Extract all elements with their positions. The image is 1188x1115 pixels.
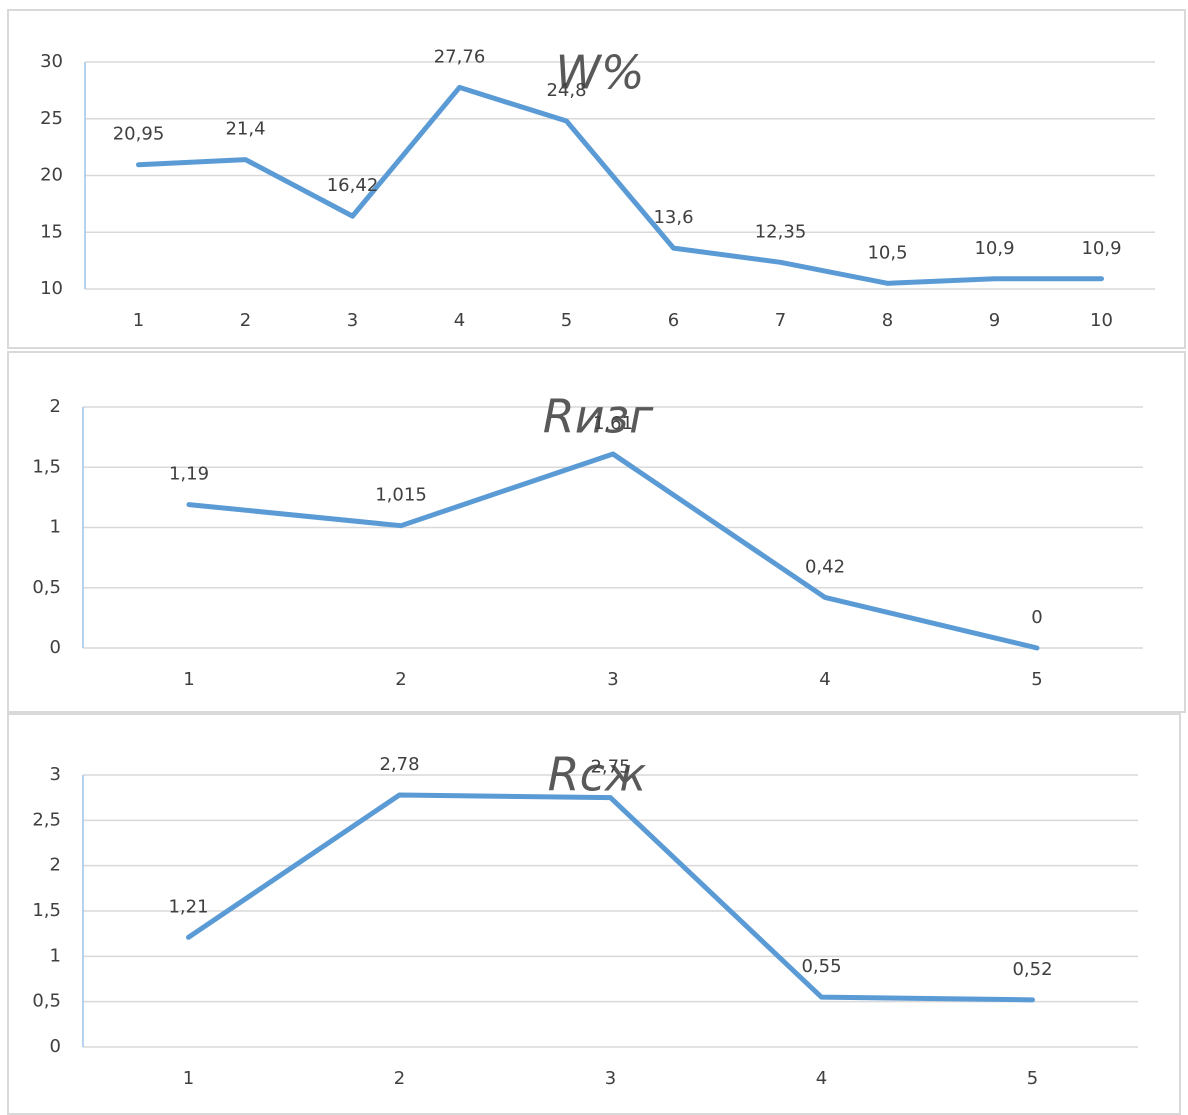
data-label: 2,75 — [590, 757, 630, 778]
x-tick-label: 5 — [1031, 669, 1042, 690]
y-tick-label: 25 — [40, 108, 63, 129]
data-label: 0,55 — [801, 956, 841, 977]
chart-frame — [7, 351, 1186, 713]
y-tick-label: 3 — [50, 764, 61, 785]
data-label: 1,61 — [593, 413, 633, 434]
chart-frame — [7, 9, 1186, 349]
x-tick-label: 7 — [775, 310, 786, 331]
data-label: 27,76 — [434, 46, 486, 67]
y-tick-label: 1,5 — [32, 456, 61, 477]
data-label: 16,42 — [327, 175, 379, 196]
x-tick-label: 6 — [668, 310, 679, 331]
y-tick-label: 1,5 — [32, 900, 61, 921]
x-tick-label: 10 — [1090, 310, 1113, 331]
y-tick-label: 0,5 — [32, 991, 61, 1012]
chart-title: Rизг — [543, 390, 654, 444]
y-tick-label: 0 — [50, 637, 61, 658]
x-tick-label: 4 — [819, 669, 830, 690]
chart-title: Rсж — [548, 748, 647, 802]
data-label: 24,8 — [546, 80, 586, 101]
data-label: 0 — [1031, 607, 1042, 628]
data-label: 0,42 — [805, 556, 845, 577]
x-tick-label: 1 — [183, 1068, 194, 1089]
y-tick-label: 20 — [40, 165, 63, 186]
x-tick-label: 3 — [347, 310, 358, 331]
data-label: 10,9 — [974, 238, 1014, 259]
x-tick-label: 8 — [882, 310, 893, 331]
x-tick-label: 5 — [1027, 1068, 1038, 1089]
y-tick-label: 10 — [40, 278, 63, 299]
line-series — [186, 451, 1040, 651]
x-tick-label: 2 — [395, 669, 406, 690]
data-label: 12,35 — [755, 221, 807, 242]
x-tick-label: 4 — [816, 1068, 827, 1089]
x-tick-label: 9 — [989, 310, 1000, 331]
data-label: 10,9 — [1081, 238, 1121, 259]
x-tick-label: 3 — [607, 669, 618, 690]
data-label: 21,4 — [225, 119, 265, 140]
data-label: 10,5 — [867, 242, 907, 263]
y-tick-label: 1 — [50, 517, 61, 538]
x-tick-label: 3 — [605, 1068, 616, 1089]
line-series — [136, 84, 1104, 286]
data-label: 1,19 — [169, 464, 209, 485]
data-label: 1,015 — [375, 485, 427, 506]
data-label: 20,95 — [113, 124, 165, 145]
y-tick-label: 0 — [50, 1036, 61, 1057]
y-tick-label: 0,5 — [32, 577, 61, 598]
data-label: 2,78 — [379, 754, 419, 775]
x-tick-label: 1 — [183, 669, 194, 690]
y-tick-label: 2 — [50, 396, 61, 417]
data-label: 0,52 — [1012, 959, 1052, 980]
data-label: 13,6 — [653, 207, 693, 228]
chart-frame — [7, 713, 1181, 1115]
x-tick-label: 2 — [394, 1068, 405, 1089]
x-tick-label: 1 — [133, 310, 144, 331]
y-tick-label: 2,5 — [32, 809, 61, 830]
y-tick-label: 15 — [40, 221, 63, 242]
x-tick-label: 2 — [240, 310, 251, 331]
y-tick-label: 1 — [50, 945, 61, 966]
x-tick-label: 4 — [454, 310, 465, 331]
y-tick-label: 2 — [50, 855, 61, 876]
line-series — [186, 792, 1035, 1003]
data-label: 1,21 — [168, 896, 208, 917]
x-tick-label: 5 — [561, 310, 572, 331]
y-tick-label: 30 — [40, 51, 63, 72]
chart-title: W% — [555, 46, 644, 100]
